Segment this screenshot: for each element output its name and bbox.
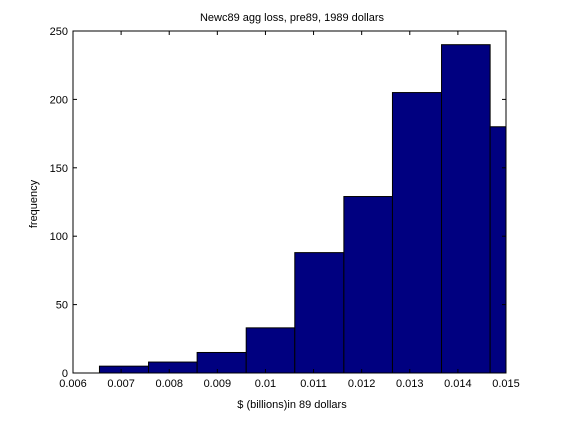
x-tick-label: 0.014	[444, 378, 472, 390]
y-tick-label: 0	[62, 368, 68, 380]
x-tick-label: 0.009	[204, 378, 232, 390]
x-tick-label: 0.011	[300, 378, 327, 390]
histogram-bar	[98, 365, 150, 374]
plot-area-frame	[72, 30, 507, 374]
x-tick-label: 0.013	[396, 378, 424, 390]
histogram-bar	[245, 327, 296, 374]
bars-layer	[98, 44, 507, 374]
chart-title: Newc89 agg loss, pre89, 1989 dollars	[200, 12, 385, 24]
x-tick-label: 0.01	[255, 378, 276, 390]
x-tick-label: 0.007	[107, 378, 135, 390]
y-tick-label: 150	[50, 163, 68, 175]
histogram-bar	[391, 92, 443, 374]
y-tick-label: 50	[56, 300, 68, 312]
histogram-bar	[343, 196, 393, 374]
y-tick-label: 100	[50, 231, 68, 243]
x-tick-label: 0.012	[348, 378, 376, 390]
histogram-bar	[196, 351, 247, 374]
x-tick-label: 0.015	[492, 378, 520, 390]
y-axis-title: frequency	[28, 179, 40, 228]
histogram-bar	[294, 252, 345, 374]
histogram-bar	[148, 361, 198, 374]
tick-labels-layer: 0.006 0.007 0.008 0.009 0.01 0.011 0.012 0.013 0…	[50, 26, 520, 390]
histogram-bar	[441, 44, 491, 374]
y-tick-label: 200	[50, 94, 68, 106]
y-tick-label: 250	[50, 26, 68, 38]
x-tick-label: 0.008	[155, 378, 183, 390]
x-tick-label: 0.006	[59, 378, 87, 390]
x-axis-title: $ (billions)in 89 dollars	[237, 399, 347, 411]
ticks-layer	[72, 30, 507, 374]
histogram-bar	[489, 126, 507, 374]
